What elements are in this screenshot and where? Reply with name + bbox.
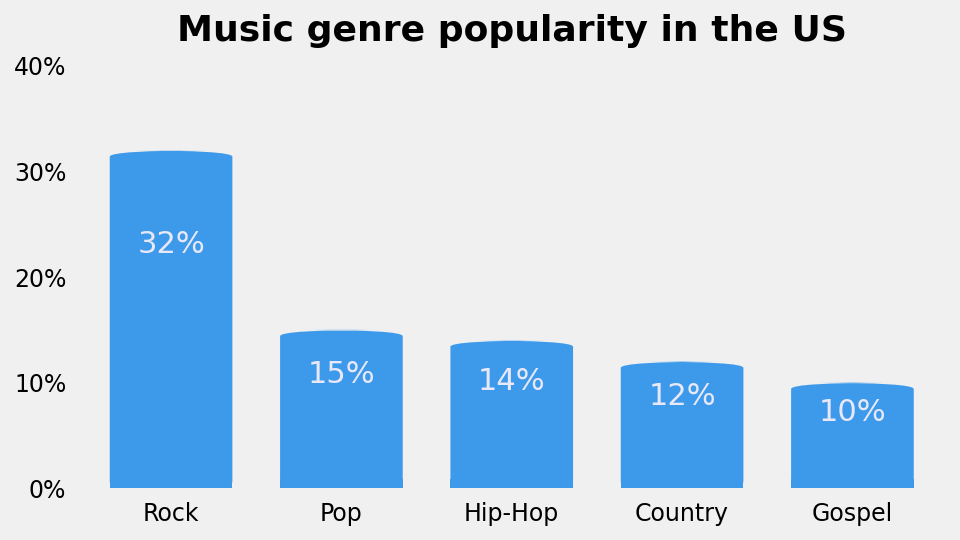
FancyBboxPatch shape xyxy=(109,479,232,488)
Text: 12%: 12% xyxy=(648,382,716,411)
FancyBboxPatch shape xyxy=(109,150,232,488)
Title: Music genre popularity in the US: Music genre popularity in the US xyxy=(177,14,847,48)
FancyBboxPatch shape xyxy=(791,479,914,488)
FancyBboxPatch shape xyxy=(450,479,573,488)
Text: 32%: 32% xyxy=(137,231,204,259)
Text: 15%: 15% xyxy=(307,360,375,389)
FancyBboxPatch shape xyxy=(450,340,573,488)
FancyBboxPatch shape xyxy=(791,383,914,488)
FancyBboxPatch shape xyxy=(280,479,403,488)
Text: 10%: 10% xyxy=(819,397,886,427)
FancyBboxPatch shape xyxy=(621,361,743,488)
FancyBboxPatch shape xyxy=(280,330,403,488)
Text: 14%: 14% xyxy=(478,367,545,396)
FancyBboxPatch shape xyxy=(621,479,743,488)
